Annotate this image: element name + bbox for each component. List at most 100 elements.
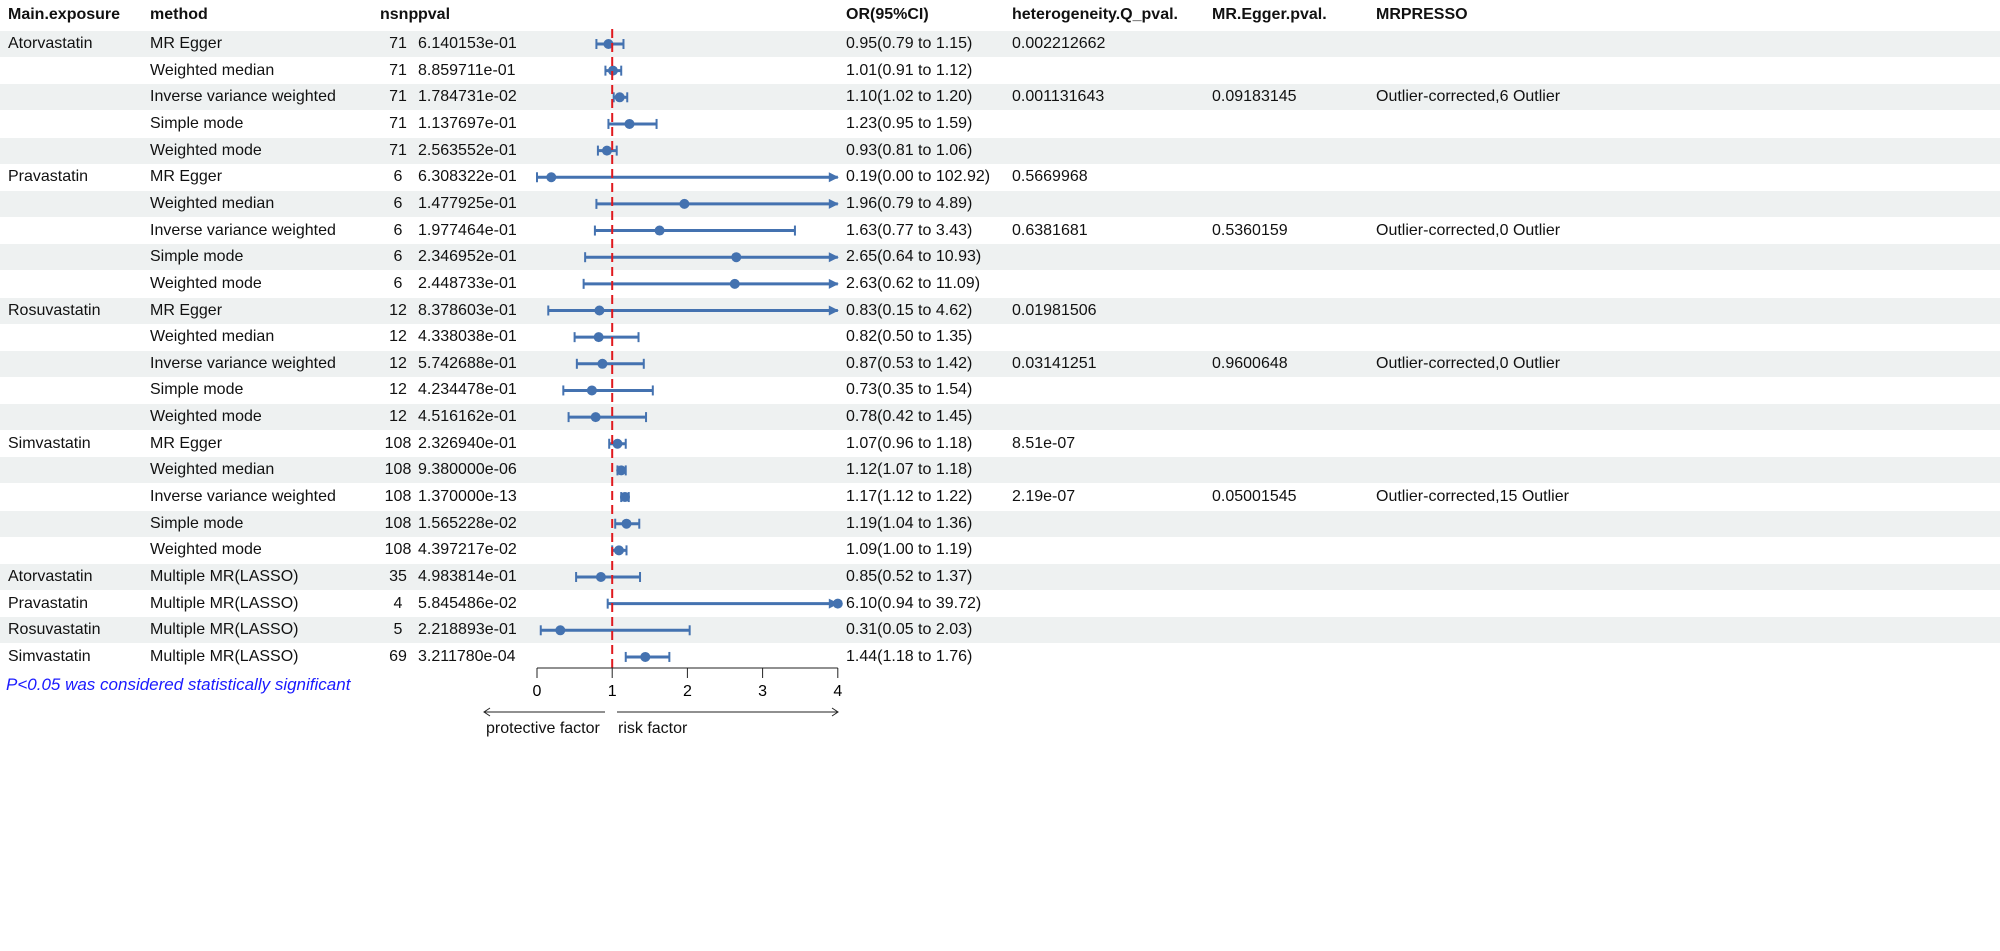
header-or: OR(95%CI) [846,6,929,23]
nsnp-cell: 108 [384,541,412,559]
pval-cell: 2.326940e-01 [418,434,517,452]
pval-cell: 1.977464e-01 [418,221,517,239]
or-cell: 1.19(1.04 to 1.36) [846,514,973,532]
pval-cell: 5.845486e-02 [418,594,517,612]
nsnp-cell: 6 [393,194,403,212]
nsnp-cell: 6 [393,168,403,186]
heterogeneity-cell: 0.5669968 [1012,168,1088,186]
or-cell: 1.01(0.91 to 1.12) [846,61,973,79]
or-cell: 0.78(0.42 to 1.45) [846,408,973,426]
method-cell: Inverse variance weighted [150,88,336,106]
method-cell: Multiple MR(LASSO) [150,647,299,665]
nsnp-cell: 71 [389,114,407,132]
mrpresso-cell: Outlier-corrected,0 Outlier [1376,221,1561,239]
table-row: Weighted median 12 4.338038e-01 0.82(0.50 t… [0,324,2000,350]
header-exposure: Main.exposure [8,6,121,23]
table-row: Rosuvastatin Multiple MR(LASSO) 5 2.218893e… [0,617,2000,644]
method-cell: Simple mode [150,381,244,399]
method-cell: Inverse variance weighted [150,221,336,239]
egger-cell: 0.05001545 [1212,488,1297,506]
method-cell: Inverse variance weighted [150,488,336,506]
exposure-cell: Simvastatin [8,434,91,452]
table-row: Atorvastatin MR Egger 71 6.140153e-01 0.95(0… [0,31,2000,57]
exposure-cell: Pravastatin [8,594,89,612]
or-cell: 0.87(0.53 to 1.42) [846,354,973,372]
method-cell: Weighted median [150,61,275,79]
nsnp-cell: 12 [389,301,407,319]
table-row: Simvastatin Multiple MR(LASSO) 69 3.211780e… [0,644,2000,670]
egger-cell: 0.09183145 [1212,88,1297,106]
or-cell: 1.96(0.79 to 4.89) [846,194,973,212]
nsnp-cell: 6 [393,248,403,266]
nsnp-cell: 35 [389,568,407,585]
nsnp-cell: 108 [384,461,412,479]
pval-cell: 6.308322e-01 [418,168,517,186]
method-cell: Weighted median [150,194,275,212]
table-row: Simple mode 108 1.565228e-02 1.19(1.04 to 1… [0,510,2000,537]
pval-cell: 6.140153e-01 [418,35,517,52]
pval-cell: 1.137697e-01 [418,114,517,132]
table-row: Simple mode 71 1.137697e-01 1.23(0.95 to 1.… [0,111,2000,137]
header-nsnp: nsnp [380,6,419,23]
or-cell: 1.12(1.07 to 1.18) [846,461,973,479]
heterogeneity-cell: 0.01981506 [1012,301,1097,319]
table-row: Simvastatin MR Egger 108 2.326940e-01 1.07(0… [0,431,2000,457]
nsnp-cell: 12 [389,328,407,346]
exposure-cell: Pravastatin [8,168,89,186]
nsnp-cell: 108 [384,514,412,532]
or-cell: 1.07(0.96 to 1.18) [846,434,973,452]
method-cell: Multiple MR(LASSO) [150,594,299,612]
table-row: Simple mode 12 4.234478e-01 0.73(0.35 to 1.… [0,377,2000,403]
table-row: Weighted mode 71 2.563552e-01 0.93(0.81 to … [0,137,2000,164]
heterogeneity-cell: 0.002212662 [1012,35,1106,52]
or-cell: 1.23(0.95 to 1.59) [846,114,973,132]
mrpresso-cell: Outlier-corrected,15 Outlier [1376,488,1569,506]
pval-cell: 2.346952e-01 [418,248,517,266]
or-cell: 0.95(0.79 to 1.15) [846,35,973,52]
method-cell: Simple mode [150,514,244,532]
pval-cell: 4.983814e-01 [418,568,517,585]
significance-note: P<0.05 was considered statistically sign… [6,675,351,694]
pval-cell: 3.211780e-04 [418,647,516,665]
table-row: Weighted median 108 9.380000e-06 1.12(1.07 … [0,457,2000,484]
pval-cell: 2.218893e-01 [418,621,517,639]
method-cell: Simple mode [150,114,244,132]
risk-factor-label: risk factor [618,720,688,737]
nsnp-cell: 71 [389,141,407,159]
nsnp-cell: 12 [389,354,407,372]
table-row: Weighted median 6 1.477925e-01 1.96(0.79 to… [0,190,2000,217]
or-cell: 1.63(0.77 to 3.43) [846,221,973,239]
or-cell: 0.19(0.00 to 102.92) [846,168,991,186]
method-cell: MR Egger [150,35,223,52]
method-cell: Simple mode [150,248,244,266]
method-cell: MR Egger [150,301,223,319]
header-egger: MR.Egger.pval. [1212,6,1327,23]
nsnp-cell: 5 [393,621,403,639]
method-cell: Inverse variance weighted [150,354,336,372]
or-cell: 2.63(0.62 to 11.09) [846,274,981,292]
pval-cell: 2.448733e-01 [418,274,517,292]
mrpresso-cell: Outlier-corrected,6 Outlier [1376,88,1561,106]
pval-cell: 8.378603e-01 [418,301,517,319]
or-cell: 0.85(0.52 to 1.37) [846,568,973,585]
table-row: Inverse variance weighted 71 1.784731e-02 1… [0,84,2000,111]
nsnp-cell: 108 [384,488,412,506]
exposure-cell: Simvastatin [8,647,91,665]
or-cell: 0.83(0.15 to 4.62) [846,301,973,319]
table-row: Rosuvastatin MR Egger 12 8.378603e-01 0.83(0… [0,297,2000,324]
or-cell: 0.73(0.35 to 1.54) [846,381,973,399]
exposure-cell: Atorvastatin [8,568,93,585]
pval-cell: 4.397217e-02 [418,541,517,559]
table-row: Inverse variance weighted 12 5.742688e-01 0… [0,350,2000,377]
nsnp-cell: 6 [393,274,403,292]
table-row: Pravastatin MR Egger 6 6.308322e-01 0.19(0.0… [0,164,2000,190]
method-cell: Weighted mode [150,408,262,426]
nsnp-cell: 108 [384,434,412,452]
exposure-cell: Atorvastatin [8,35,93,52]
header-method: method [150,6,208,23]
table-row: Weighted median 71 8.859711e-01 1.01(0.91 t… [0,58,2000,84]
pval-cell: 4.234478e-01 [418,381,517,399]
method-cell: Weighted mode [150,141,262,159]
pval-cell: 1.370000e-13 [418,488,517,506]
